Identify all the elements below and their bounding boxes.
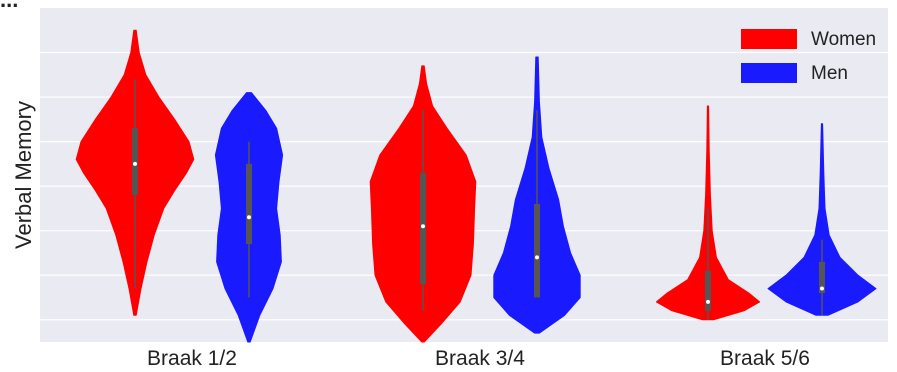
violin-iqr-box <box>132 128 138 196</box>
x-tick-label: Braak 5/6 <box>720 347 810 370</box>
y-axis-label: Verbal Memory <box>11 101 36 249</box>
violin-median-dot <box>820 286 824 291</box>
legend: Women Men <box>741 29 876 84</box>
violin-median-dot <box>421 224 425 229</box>
violin-median-dot <box>133 161 137 166</box>
legend-swatch-men <box>741 63 797 83</box>
x-tick-label: Braak 3/4 <box>435 347 525 370</box>
violin-iqr-box <box>705 270 711 311</box>
violins-layer <box>75 29 877 343</box>
legend-swatch-women <box>741 29 797 49</box>
x-tick-label: Braak 1/2 <box>147 347 237 370</box>
violin-iqr-box <box>420 172 426 285</box>
violin-iqr-box <box>819 261 825 294</box>
x-tick-labels: Braak 1/2 Braak 3/4 Braak 5/6 <box>147 347 810 370</box>
violin-men-3 <box>767 123 877 316</box>
violin-median-dot <box>535 255 539 260</box>
violin-median-dot <box>247 215 251 220</box>
violin-median-dot <box>706 299 710 304</box>
violin-iqr-box <box>246 163 252 245</box>
legend-label-men: Men <box>811 63 848 84</box>
legend-label-women: Women <box>811 29 876 50</box>
chart-title-fragment: ... <box>0 0 18 13</box>
violin-iqr-box <box>534 203 540 298</box>
